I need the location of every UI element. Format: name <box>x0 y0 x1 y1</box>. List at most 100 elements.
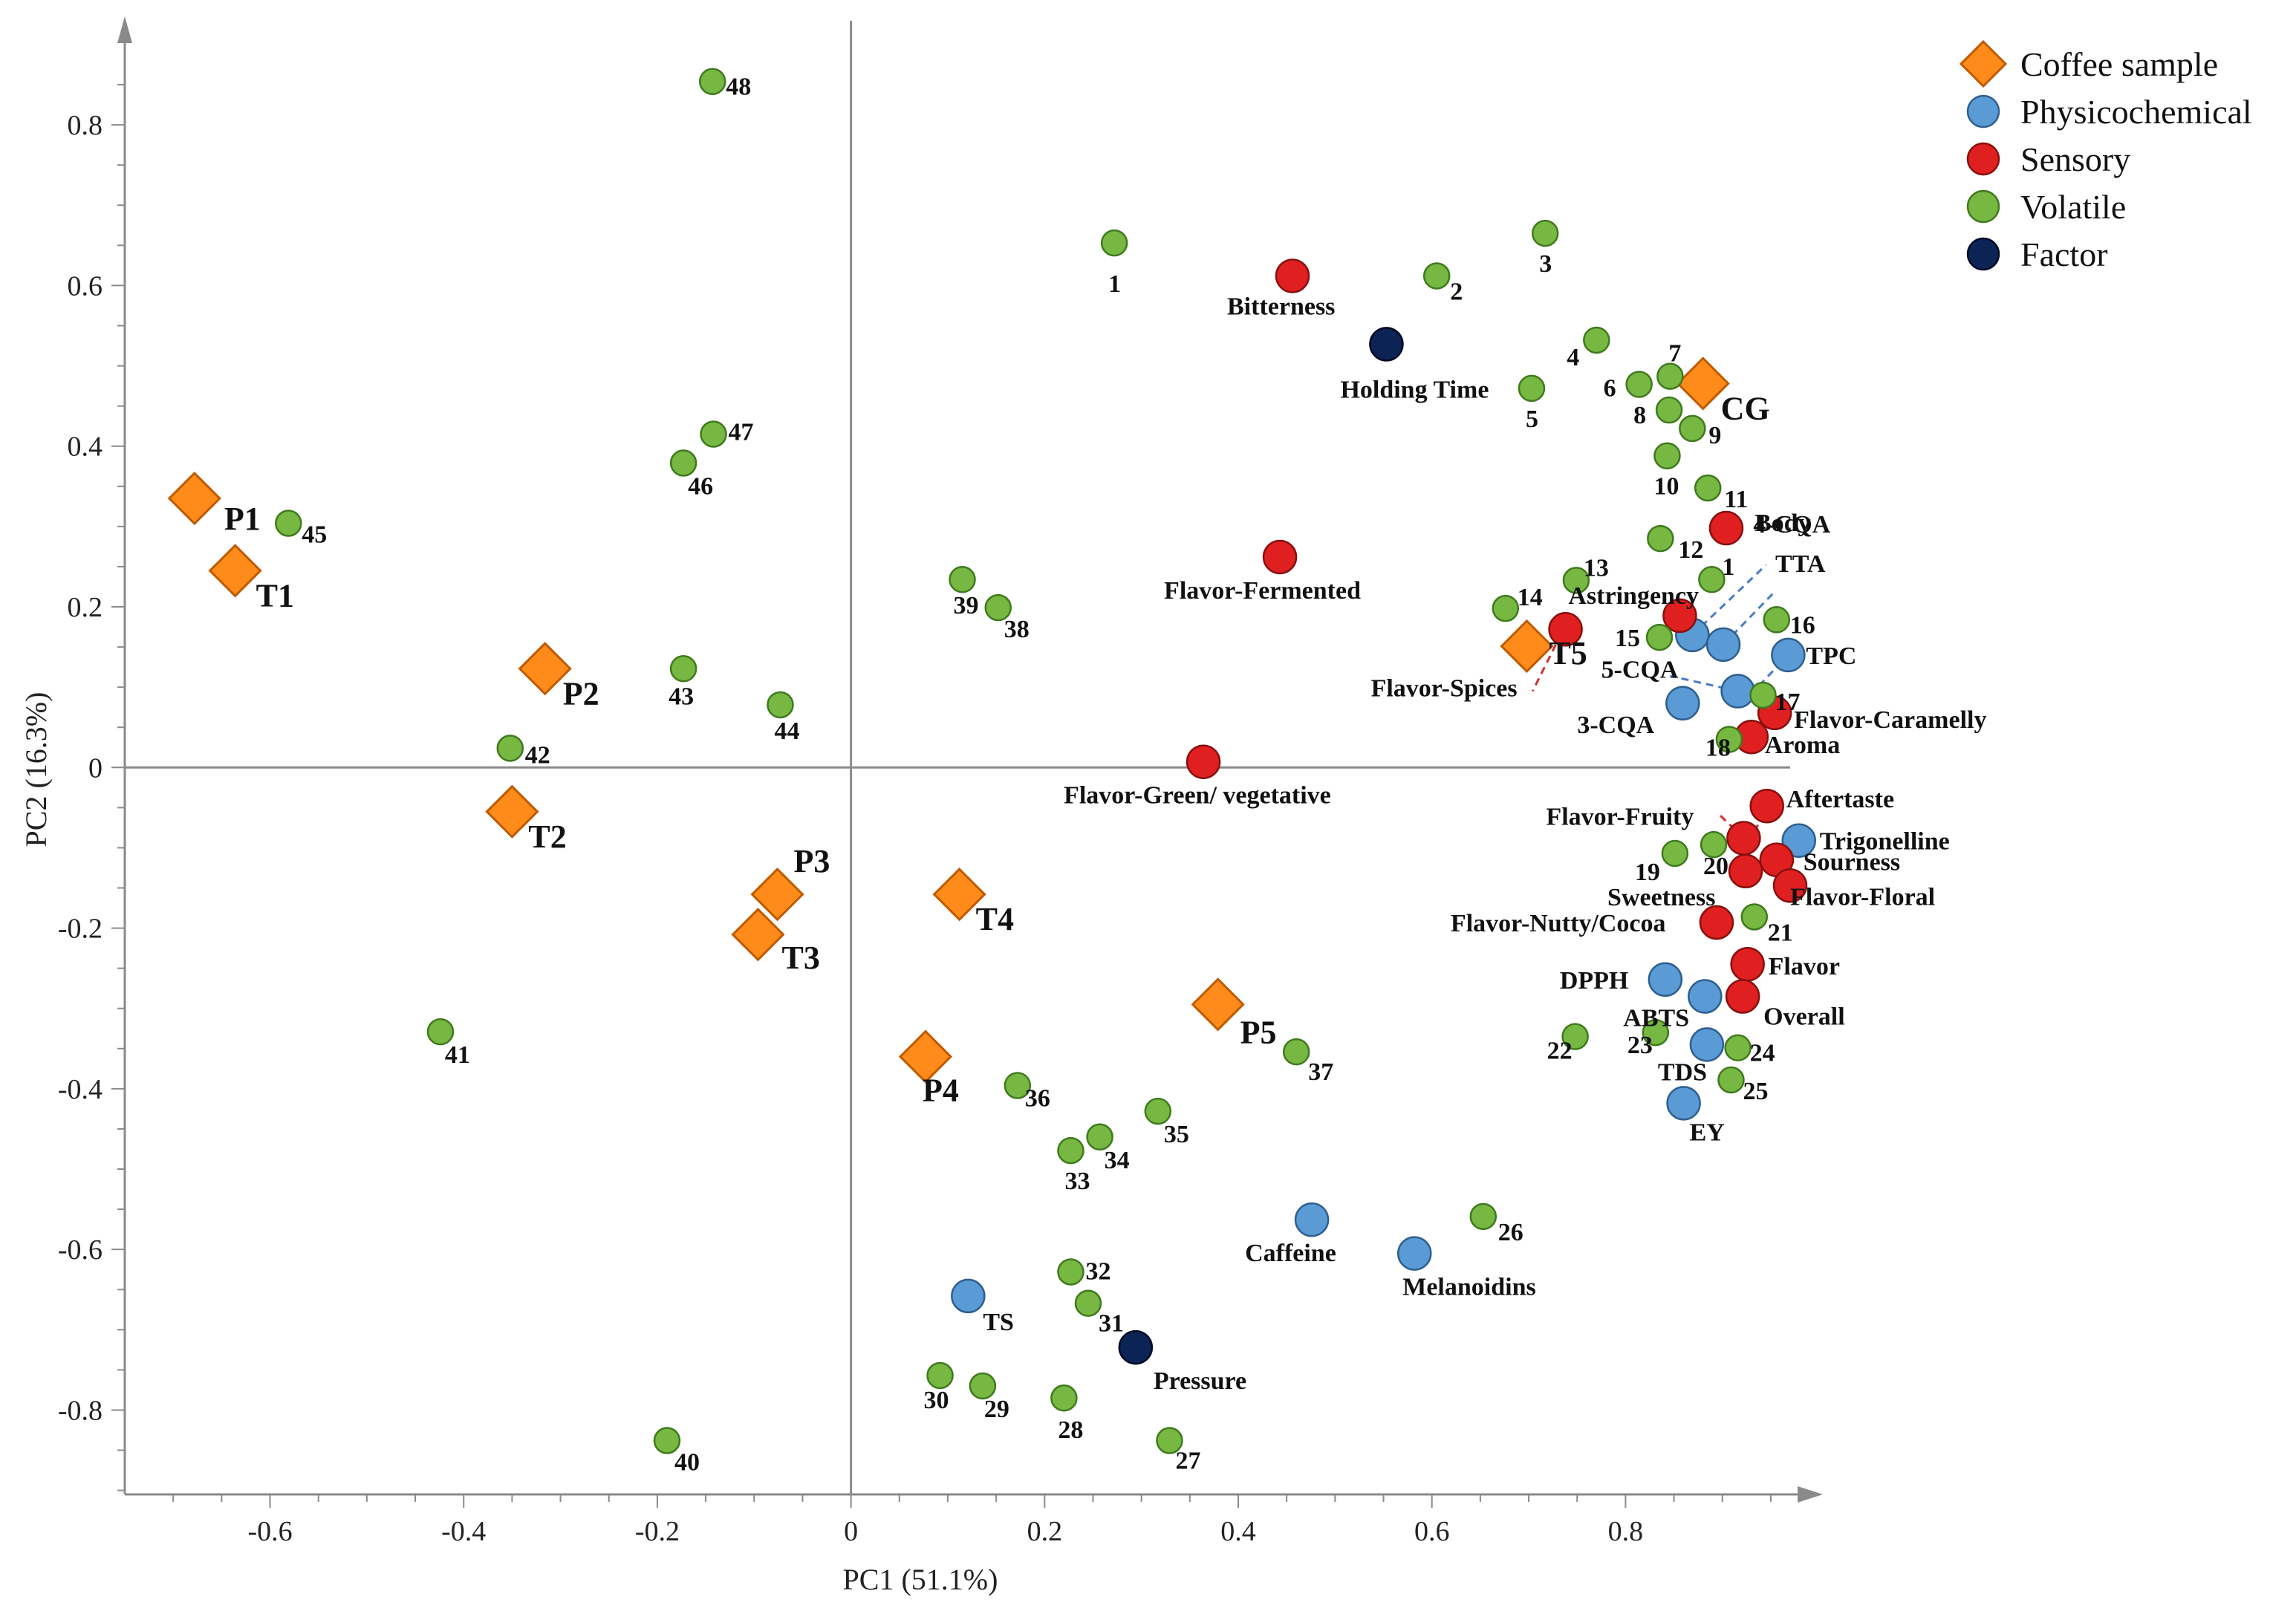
x-tick-label: -0.6 <box>247 1516 292 1547</box>
volatile-label: 23 <box>1627 1032 1653 1059</box>
coffee-sample-label: T4 <box>976 901 1014 937</box>
volatile-label: 17 <box>1775 689 1801 716</box>
legend-label-physicochemical: Physicochemical <box>2020 93 2252 131</box>
volatile-point <box>1057 1136 1084 1165</box>
coffee-sample-point <box>518 642 572 696</box>
physicochemical-point <box>1294 1202 1330 1237</box>
volatile-point <box>1625 371 1653 398</box>
dashed-connector <box>1670 674 1738 693</box>
volatile-point <box>1653 442 1681 469</box>
volatile-point <box>1642 1018 1670 1047</box>
y-axis-arrow <box>117 16 132 43</box>
volatile-point <box>1698 565 1726 593</box>
volatile-label: 19 <box>1635 859 1660 886</box>
volatile-point <box>1661 839 1689 868</box>
volatile-label: 39 <box>954 592 979 619</box>
legend-label-sensory: Sensory <box>2020 140 2130 178</box>
volatile-point <box>1086 1123 1113 1151</box>
legend: Coffee sample Physicochemical Sensory Volat… <box>1959 39 2252 273</box>
volatile-label: 42 <box>525 741 550 769</box>
volatile-point <box>1144 1097 1172 1125</box>
volatile-label: 21 <box>1768 919 1793 946</box>
volatile-point <box>1074 1289 1102 1317</box>
sensory-label: Sourness <box>1804 849 1900 876</box>
sensory-point <box>1725 979 1760 1014</box>
coffee-sample-point <box>208 544 262 598</box>
volatile-point <box>669 655 697 683</box>
dashed-connector <box>1531 644 1557 692</box>
volatile-point <box>1645 623 1674 651</box>
data-points <box>167 68 1816 1454</box>
volatile-point <box>275 510 302 537</box>
volatile-label: 29 <box>984 1396 1009 1423</box>
physicochemical-label: TTA <box>1775 550 1826 578</box>
volatile-point <box>1647 524 1674 553</box>
sensory-label: Flavor-Fruity <box>1546 803 1694 830</box>
physicochemical-point <box>1396 1236 1432 1271</box>
sensory-label: Body <box>1754 510 1811 537</box>
coffee-sample-point <box>1676 357 1730 411</box>
legend-marker-volatile <box>1966 189 2000 224</box>
volatile-label: 35 <box>1164 1121 1189 1148</box>
physicochemical-point <box>1648 962 1683 997</box>
physicochemical-label: Melanoidins <box>1402 1274 1535 1301</box>
sensory-point <box>1728 853 1763 889</box>
volatile-label: 7 <box>1668 340 1681 368</box>
volatile-label: 8 <box>1633 402 1646 429</box>
sensory-label: Flavor-Green/ vegetative <box>1064 782 1331 810</box>
sensory-label: Sweetness <box>1607 884 1715 911</box>
y-tick-label: 0.8 <box>68 110 103 141</box>
coffee-sample-label: T5 <box>1549 635 1587 671</box>
volatile-label: 32 <box>1086 1257 1111 1285</box>
sensory-label: Overall <box>1763 1003 1845 1031</box>
volatile-label: 26 <box>1498 1219 1523 1246</box>
coffee-sample-label: P3 <box>794 843 830 879</box>
coffee-sample-label: CG <box>1721 390 1770 426</box>
legend-marker-physicochemical <box>1966 94 2000 128</box>
volatile-point <box>984 593 1012 622</box>
volatile-label: 46 <box>688 472 713 500</box>
sensory-label: Astringency <box>1568 582 1699 610</box>
volatile-point <box>926 1361 954 1390</box>
physicochemical-label: DPPH <box>1560 967 1629 995</box>
legend-label-factor: Factor <box>2020 235 2108 273</box>
volatile-label: 31 <box>1099 1310 1124 1338</box>
physicochemical-point <box>1665 686 1700 721</box>
volatile-point <box>1562 567 1590 594</box>
volatile-point <box>700 420 727 448</box>
volatile-point <box>1700 830 1728 859</box>
y-tick-label: 0.2 <box>68 592 103 623</box>
volatile-label: 30 <box>924 1387 949 1414</box>
physicochemical-point <box>1781 823 1816 858</box>
volatile-label: 43 <box>669 683 694 710</box>
x-tick-label: -0.4 <box>441 1516 486 1547</box>
coffee-sample-label: P4 <box>923 1073 959 1109</box>
volatile-label: 18 <box>1705 734 1731 761</box>
volatile-label: 24 <box>1750 1040 1775 1067</box>
sensory-label: Flavor <box>1769 953 1840 980</box>
physicochemical-point <box>1666 1086 1701 1121</box>
legend-marker-sensory <box>1966 142 2000 176</box>
volatile-point <box>1724 1034 1752 1061</box>
volatile-label: 20 <box>1703 853 1728 880</box>
volatile-label: 48 <box>726 74 751 101</box>
volatile-label: 41 <box>445 1041 470 1069</box>
physicochemical-point <box>1705 627 1741 663</box>
coffee-sample-point <box>750 868 804 922</box>
sensory-label: Aroma <box>1765 732 1840 759</box>
volatile-point <box>1422 262 1451 290</box>
legend-marker-factor <box>1966 237 2000 271</box>
sensory-point <box>1708 510 1744 546</box>
volatile-point <box>1655 396 1683 424</box>
volatile-label: 33 <box>1065 1168 1090 1195</box>
factor-label: Holding Time <box>1340 376 1489 403</box>
volatile-label: 9 <box>1708 422 1721 449</box>
physicochemical-point <box>1771 637 1806 673</box>
y-tick-label: -0.4 <box>58 1074 103 1105</box>
volatile-point <box>1749 681 1777 709</box>
y-axis-title: PC2 (16.3%) <box>19 692 53 847</box>
coffee-sample-label: P2 <box>563 675 599 712</box>
volatile-label: 36 <box>1025 1085 1050 1113</box>
axes: -0.6 -0.4 -0.2 0 0.2 0.4 0.6 0.8 0.8 0.6 0.4 0.2 0 -0… <box>19 16 1823 1596</box>
sensory-point <box>1730 946 1765 982</box>
